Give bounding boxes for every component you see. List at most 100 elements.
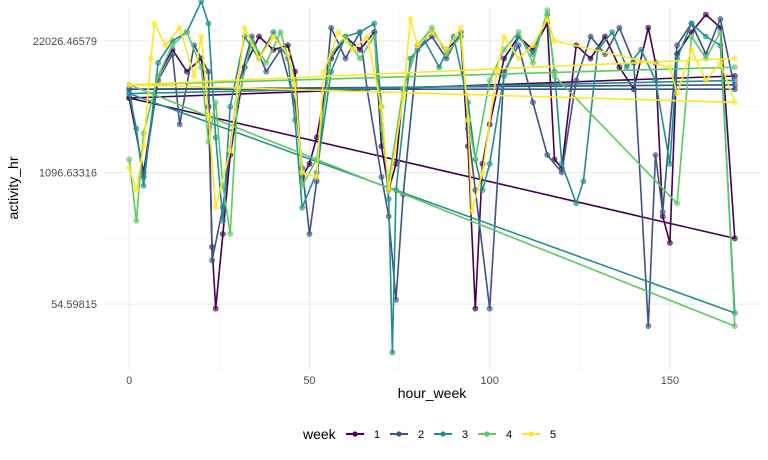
data-point [717,29,724,35]
data-point [342,55,349,62]
legend-key-3: 3 [434,429,468,441]
data-point [126,90,133,97]
data-point [407,16,414,22]
data-point [162,42,169,49]
legend: week 1 2 3 4 5 [302,426,556,442]
data-point [731,77,738,84]
data-point [674,200,680,207]
data-point [530,59,536,66]
x-tick-labels: 0 50 100 150 [126,375,679,387]
data-point [479,169,486,176]
data-point [256,33,262,40]
data-point [580,178,587,185]
data-point [703,11,709,18]
data-point [256,55,262,62]
data-point [493,68,500,75]
data-point [126,165,133,172]
data-point [335,29,342,35]
data-point [378,103,385,110]
data-point [717,59,724,66]
data-point [688,20,695,27]
data-point [147,55,154,62]
y-tick-label: 1096.63316 [39,168,97,180]
data-point [717,16,724,22]
data-point [731,99,738,106]
data-point [703,77,709,84]
data-point [479,187,486,193]
legend-key-2: 2 [390,429,424,441]
data-point [393,160,399,167]
data-point [587,33,594,40]
data-point [234,86,241,93]
data-point [472,305,479,312]
data-point [674,90,680,97]
data-point [400,95,407,101]
legend-label-5: 5 [550,429,556,441]
data-point [378,173,385,180]
data-point [227,147,234,154]
data-point [731,323,738,329]
data-point [126,156,133,163]
data-point [674,42,680,49]
data-point [688,46,695,53]
data-point [205,68,212,75]
data-point [530,99,536,106]
legend-key-1: 1 [346,429,380,441]
data-point [544,7,551,14]
x-tick-label: 100 [480,375,498,387]
data-point [284,51,291,57]
data-point [155,59,161,66]
data-point [299,169,306,176]
data-point [227,103,234,110]
data-point [436,64,443,71]
data-point [667,239,673,246]
legend-point [352,431,358,437]
data-point [429,29,435,35]
data-point [151,20,158,27]
legend-key-4: 4 [478,429,512,441]
data-point [205,20,212,27]
data-point [140,182,147,189]
data-point [371,20,378,27]
data-point [371,33,378,40]
data-point [731,64,738,71]
data-point [501,33,507,40]
data-point [414,42,421,49]
data-point [270,33,277,40]
data-point [155,73,161,79]
legend-point [484,431,490,437]
data-point [212,99,219,106]
legend-point [440,431,446,437]
data-point [169,42,176,49]
data-point [292,81,298,88]
data-point [652,77,659,84]
data-point [306,231,313,237]
data-point [501,55,507,62]
y-tick-label: 22026.46579 [33,36,97,48]
data-point [731,55,738,62]
data-point [652,152,659,158]
data-point [551,73,558,79]
legend-label-3: 3 [462,429,468,441]
data-point [140,143,147,150]
data-point [515,29,522,35]
data-point [731,235,738,242]
data-point [389,349,396,356]
data-point [349,46,356,53]
y-tick-labels: 54.59815 1096.63316 22026.46579 [33,36,97,311]
data-point [198,64,205,71]
data-point [126,81,133,88]
data-point [263,59,270,66]
data-point [551,38,558,44]
data-point [486,77,493,84]
data-point [486,305,493,312]
data-point [573,77,580,84]
data-point [659,209,666,215]
x-tick-label: 50 [303,375,315,387]
data-point [623,64,630,71]
data-point [299,204,306,211]
data-point [191,73,197,79]
data-point [176,24,183,31]
data-point [544,16,551,22]
data-point [198,33,205,40]
